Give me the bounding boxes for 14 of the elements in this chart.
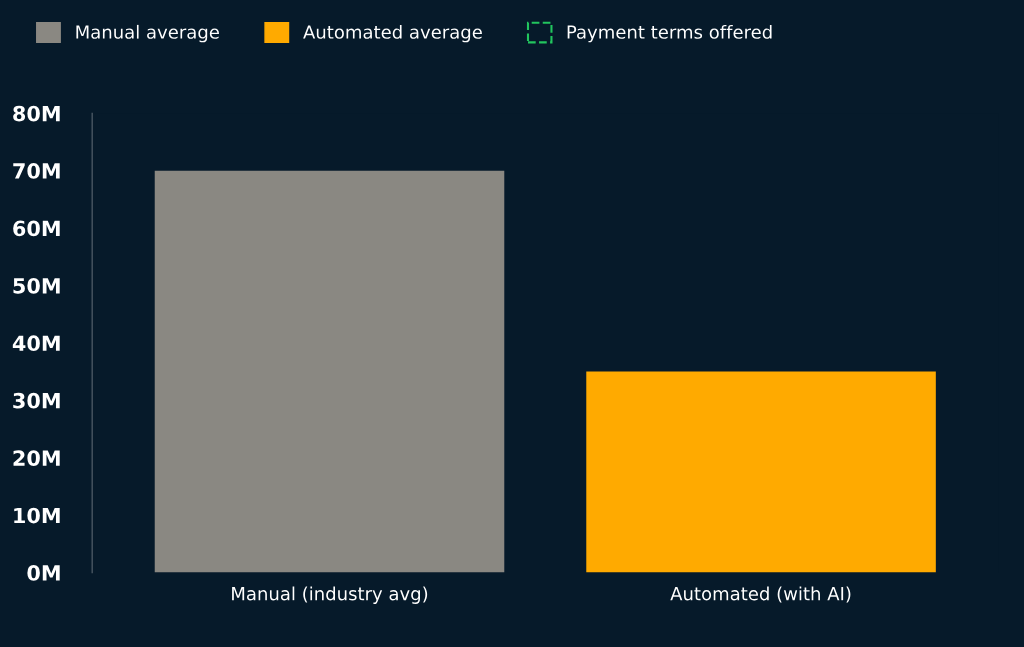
y-tick-label: 10M: [14, 507, 60, 524]
x-tick-label: Automated (with AI): [670, 586, 851, 603]
legend-label: Payment terms offered: [567, 24, 772, 43]
y-tick-label: 60M: [13, 220, 60, 237]
y-tick-label: 30M: [13, 392, 60, 409]
legend-label: Manual average: [76, 24, 219, 43]
y-tick-label: 0M: [27, 565, 60, 581]
y-tick-label: 40M: [12, 335, 60, 352]
y-tick-label: 70M: [13, 163, 60, 179]
y-tick-label: 50M: [13, 277, 60, 294]
y-tick-label: 20M: [13, 450, 60, 466]
x-tick-label: Manual (industry avg): [232, 586, 428, 604]
legend-label: Automated average: [303, 24, 482, 43]
y-tick-label: 80M: [13, 105, 60, 122]
